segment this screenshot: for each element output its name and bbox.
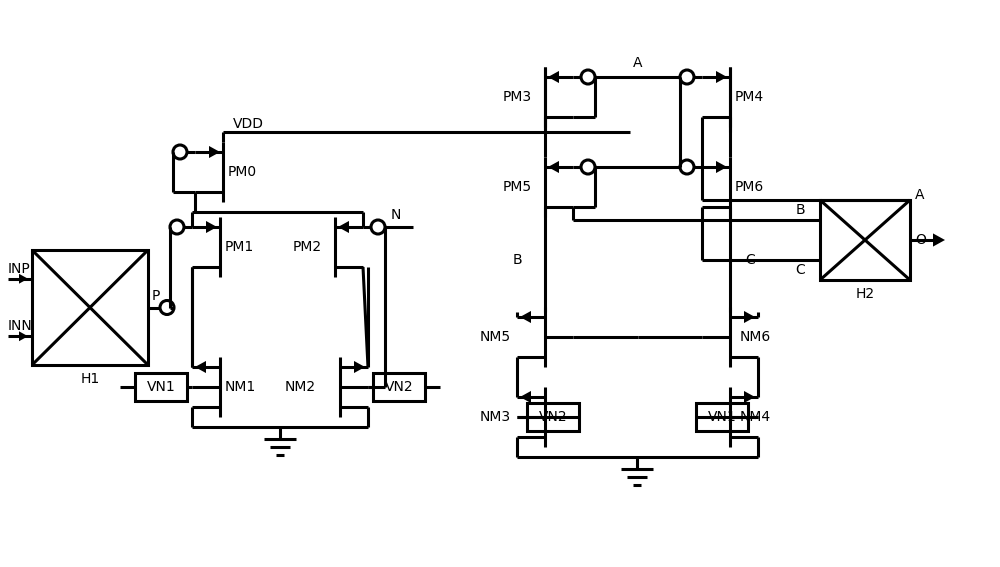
Bar <box>696 403 748 431</box>
Bar <box>135 373 187 401</box>
Text: H1: H1 <box>80 372 100 386</box>
Text: PM2: PM2 <box>293 240 322 254</box>
Circle shape <box>581 70 595 84</box>
Polygon shape <box>354 361 365 373</box>
Text: NM6: NM6 <box>740 330 771 344</box>
Text: H2: H2 <box>855 287 875 301</box>
Text: A: A <box>633 56 642 70</box>
Text: PM4: PM4 <box>735 90 764 104</box>
Text: VN2: VN2 <box>385 380 413 394</box>
Text: NM5: NM5 <box>480 330 511 344</box>
Bar <box>32 250 148 365</box>
Polygon shape <box>338 221 349 233</box>
Text: B: B <box>512 252 522 266</box>
Text: PM5: PM5 <box>503 180 532 194</box>
Text: VN1: VN1 <box>147 380 175 394</box>
Bar <box>527 403 579 431</box>
Text: NM3: NM3 <box>480 410 511 424</box>
Circle shape <box>173 145 187 159</box>
Text: PM0: PM0 <box>228 165 257 179</box>
Polygon shape <box>716 71 727 83</box>
Polygon shape <box>548 71 559 83</box>
Text: C: C <box>795 263 805 277</box>
Text: PM6: PM6 <box>735 180 764 194</box>
Circle shape <box>160 301 174 315</box>
Polygon shape <box>933 234 945 247</box>
Polygon shape <box>520 391 531 403</box>
Polygon shape <box>744 391 755 403</box>
Text: A: A <box>915 188 924 202</box>
Circle shape <box>581 160 595 174</box>
Text: PM3: PM3 <box>503 90 532 104</box>
Bar <box>373 373 425 401</box>
Circle shape <box>680 70 694 84</box>
Polygon shape <box>19 274 28 284</box>
Text: N: N <box>391 208 401 222</box>
Polygon shape <box>520 311 531 323</box>
Text: INN: INN <box>8 319 33 333</box>
Text: INP: INP <box>8 262 31 276</box>
Polygon shape <box>716 161 727 173</box>
Text: VN2: VN2 <box>539 410 567 424</box>
Text: P: P <box>152 289 160 303</box>
Polygon shape <box>19 331 28 341</box>
Text: O: O <box>915 233 926 247</box>
Polygon shape <box>195 361 206 373</box>
Polygon shape <box>209 146 220 158</box>
Text: NM2: NM2 <box>285 380 316 394</box>
Circle shape <box>371 220 385 234</box>
Text: VDD: VDD <box>233 117 264 131</box>
Bar <box>820 200 910 280</box>
Text: NM1: NM1 <box>225 380 256 394</box>
Polygon shape <box>206 221 217 233</box>
Circle shape <box>680 160 694 174</box>
Text: VN1: VN1 <box>708 410 736 424</box>
Text: B: B <box>795 203 805 217</box>
Polygon shape <box>744 311 755 323</box>
Text: NM4: NM4 <box>740 410 771 424</box>
Text: PM1: PM1 <box>225 240 254 254</box>
Polygon shape <box>548 161 559 173</box>
Circle shape <box>170 220 184 234</box>
Text: C: C <box>745 252 755 266</box>
